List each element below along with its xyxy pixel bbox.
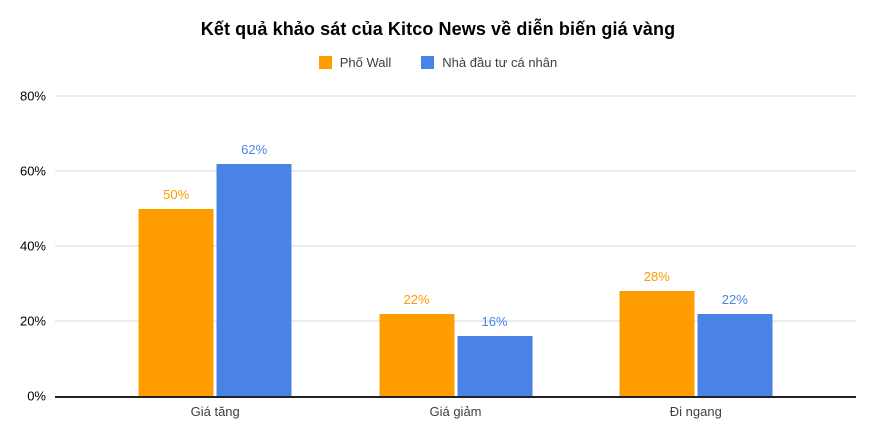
y-axis-tick-label: 20%: [19, 313, 46, 329]
bar-series-1: 22%: [379, 292, 454, 396]
bar-series-2: 22%: [697, 292, 773, 396]
bar-value-label: 16%: [481, 314, 508, 329]
chart-title: Kết quả khảo sát của Kitco News về diễn …: [200, 19, 676, 39]
legend-swatch-icon: [318, 56, 332, 69]
plot-area: 50% 62% 22% 16% 28% 22%: [55, 95, 856, 398]
y-axis-tick-label: 40%: [19, 238, 46, 254]
y-axis: 0% 20% 40% 60% 80%: [0, 89, 46, 404]
bar-group: 28% 22%: [619, 96, 773, 396]
chart-legend: Phố Wall Nhà đầu tư cá nhân: [0, 55, 876, 70]
bar-value-label: 22%: [403, 291, 430, 307]
bar-series-1: 28%: [619, 269, 695, 396]
gridline: [55, 320, 856, 322]
legend-item: Phố Wall: [318, 55, 392, 70]
bar-value-label: 50%: [163, 186, 190, 202]
category-label: Đi ngang: [669, 404, 722, 419]
legend-item: Nhà đầu tư cá nhân: [421, 55, 557, 70]
gridline: [55, 170, 856, 172]
y-axis-tick-label: 80%: [19, 88, 46, 104]
bar-value-label: 62%: [241, 141, 268, 157]
category-label: Giá giảm: [429, 404, 482, 419]
bar-series-2: 62%: [216, 142, 292, 396]
y-axis-tick-label: 0%: [27, 388, 46, 404]
bar-value-label: 22%: [721, 291, 748, 307]
gridline: [55, 95, 856, 97]
bar-group: 22% 16%: [379, 96, 532, 396]
bar-value-label: 28%: [643, 269, 670, 284]
category-label: Giá tăng: [190, 404, 240, 419]
y-axis-tick-label: 60%: [19, 163, 46, 179]
gridline: [55, 245, 856, 247]
x-axis: Giá tăng Giá giảm Đi ngang: [55, 404, 856, 422]
bar-group: 50% 62%: [138, 96, 292, 396]
legend-label: Phố Wall: [339, 55, 392, 70]
bar-series-2: 16%: [457, 314, 532, 396]
bar-series-1: 50%: [138, 187, 214, 396]
legend-label: Nhà đầu tư cá nhân: [442, 55, 558, 70]
legend-swatch-icon: [421, 56, 435, 69]
